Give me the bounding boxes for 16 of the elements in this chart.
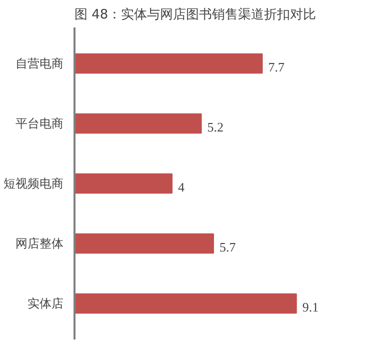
chart-title: 图 48：实体与网店图书销售渠道折扣对比	[74, 6, 316, 22]
data-label: 4	[178, 180, 186, 194]
y-tick-label: 自营电商	[16, 56, 64, 70]
data-label: 5.2	[207, 120, 224, 134]
y-tick-label: 短视频电商	[4, 176, 64, 190]
bar	[74, 233, 214, 254]
bar	[74, 173, 173, 194]
bar	[74, 293, 297, 314]
bar	[74, 113, 202, 134]
y-tick-label: 网店整体	[16, 236, 64, 250]
y-tick-label: 平台电商	[16, 116, 64, 130]
data-label: 7.7	[268, 60, 285, 74]
data-label: 9.1	[302, 300, 319, 314]
data-label: 5.7	[219, 240, 236, 254]
bar	[74, 53, 263, 74]
y-tick-label: 实体店	[28, 296, 64, 310]
